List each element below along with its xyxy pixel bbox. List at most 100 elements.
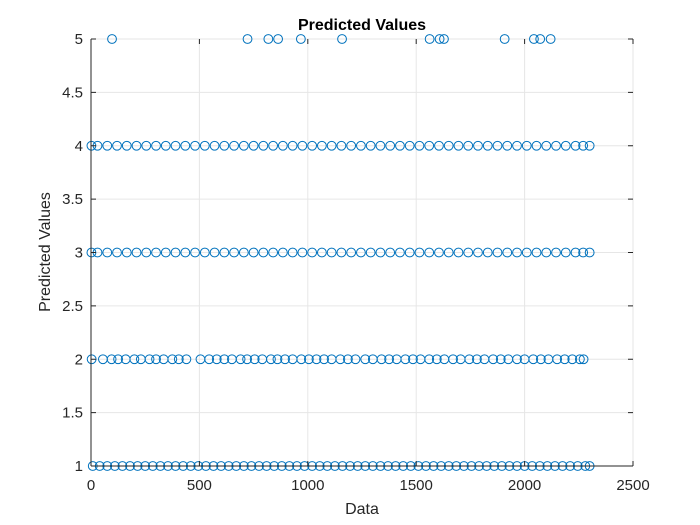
data-point — [180, 247, 191, 258]
data-point — [541, 140, 552, 151]
data-point — [560, 247, 571, 258]
data-point — [404, 247, 415, 258]
data-point — [326, 247, 337, 258]
data-point — [235, 354, 246, 365]
data-point — [319, 354, 329, 365]
data-point — [112, 247, 122, 258]
y-tick-label: 4.5 — [62, 84, 83, 101]
data-point — [337, 34, 347, 44]
data-point — [238, 247, 249, 258]
data-point — [578, 140, 589, 151]
chart-title: Predicted Values — [298, 17, 426, 34]
data-point — [258, 247, 269, 258]
data-point — [488, 354, 499, 365]
data-point — [541, 247, 552, 258]
data-point — [102, 140, 113, 151]
data-point — [106, 354, 117, 365]
data-point — [242, 34, 253, 44]
axes — [90, 38, 634, 467]
data-point — [199, 140, 210, 151]
data-point — [567, 354, 578, 365]
y-tick-label: 3 — [75, 245, 83, 262]
x-tick-label: 1000 — [291, 477, 324, 494]
data-point — [303, 354, 314, 365]
data-point — [204, 354, 215, 365]
data-point — [531, 140, 542, 151]
data-point — [160, 140, 171, 151]
data-point — [141, 140, 152, 151]
data-point — [578, 354, 589, 365]
data-point — [559, 354, 570, 365]
data-point — [384, 354, 395, 365]
data-point — [297, 140, 308, 151]
data-point — [512, 354, 522, 365]
data-point — [266, 354, 276, 365]
y-tick-label: 3.5 — [62, 191, 83, 208]
data-point — [141, 247, 152, 258]
data-point — [512, 247, 522, 258]
data-point — [453, 140, 464, 151]
data-point — [107, 34, 117, 44]
data-point — [336, 247, 347, 258]
data-point — [346, 247, 357, 258]
data-point — [121, 140, 132, 151]
data-point — [296, 354, 307, 365]
data-point — [434, 34, 445, 44]
data-point — [280, 354, 290, 365]
data-point — [482, 140, 493, 151]
data-point — [295, 34, 306, 44]
data-point — [528, 354, 539, 365]
y-tick-label: 2.5 — [62, 298, 83, 315]
data-point — [431, 354, 442, 365]
y-axis-title: Predicted Values — [37, 192, 54, 312]
data-point — [375, 140, 386, 151]
y-tick-label: 5 — [75, 31, 83, 48]
data-point — [151, 140, 161, 151]
tick-labels: 0 500 1000 1500 2000 2500 1 1.5 2 2.5 3 3.5 4 4.5 5 — [62, 31, 650, 494]
data-point — [463, 247, 474, 258]
x-axis-title: Data — [345, 501, 379, 518]
data-point — [273, 34, 283, 44]
data-point — [209, 247, 220, 258]
data-point — [160, 247, 171, 258]
data-point — [211, 354, 222, 365]
data-point — [258, 140, 269, 151]
data-point — [385, 140, 396, 151]
x-tick-label: 500 — [187, 477, 212, 494]
data-point — [492, 247, 503, 258]
data-point — [151, 354, 161, 365]
data-point — [560, 140, 571, 151]
data-point — [131, 140, 142, 151]
data-point — [495, 354, 506, 365]
data-point — [307, 140, 318, 151]
data-point — [242, 354, 252, 365]
data-point — [365, 247, 376, 258]
data-point — [535, 34, 546, 44]
data-point — [482, 247, 493, 258]
data-point — [311, 354, 322, 365]
y-tick-label: 2 — [75, 351, 83, 368]
data-point — [473, 247, 483, 258]
data-point — [439, 34, 449, 44]
data-point — [249, 354, 260, 365]
data-point — [395, 247, 405, 258]
data-point — [424, 140, 435, 151]
data-point — [535, 354, 546, 365]
y-tick-label: 4 — [75, 138, 83, 155]
data-point — [248, 140, 259, 151]
data-point — [316, 247, 327, 258]
x-tick-label: 0 — [87, 477, 95, 494]
y-tick-label: 1.5 — [62, 405, 83, 422]
data-point — [463, 140, 474, 151]
data-point — [434, 247, 444, 258]
data-point — [584, 140, 595, 151]
data-point — [464, 354, 475, 365]
data-point — [376, 354, 387, 365]
data-point — [473, 140, 483, 151]
data-point — [385, 247, 396, 258]
data-point — [529, 34, 539, 44]
data-point — [277, 140, 288, 151]
data-point — [346, 140, 357, 151]
data-point — [297, 247, 308, 258]
data-point — [180, 140, 191, 151]
